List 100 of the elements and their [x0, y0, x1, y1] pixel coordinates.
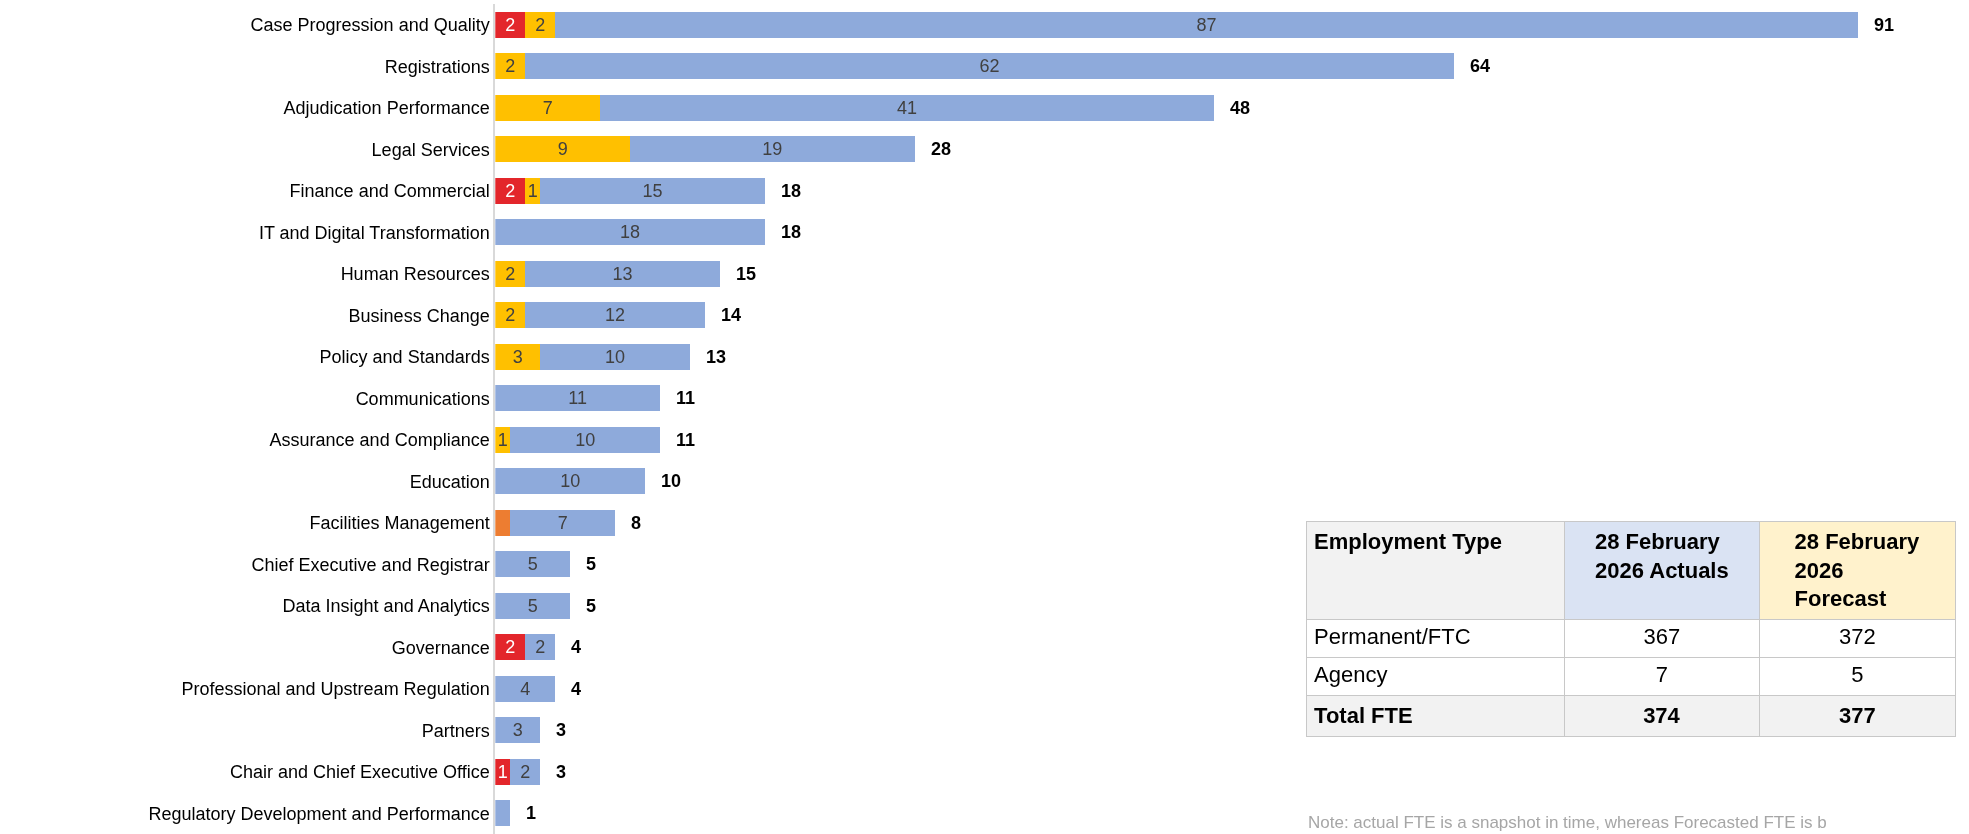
total-label: 3 [556, 720, 567, 740]
bar [495, 468, 646, 495]
total-label: 5 [586, 596, 597, 616]
total-label: 18 [781, 181, 802, 201]
y-tick-label: Regulatory Development and Performance [148, 803, 490, 824]
y-tick-label: Case Progression and Quality [250, 15, 490, 36]
data-label: 10 [605, 346, 626, 367]
data-label: 2 [505, 637, 516, 658]
data-label: 87 [1196, 14, 1217, 35]
bar [495, 800, 511, 827]
bar [510, 758, 541, 785]
data-label: 2 [535, 637, 546, 658]
data-label: 2 [505, 180, 516, 201]
annotation: 28 February 2026 Actuals [1595, 529, 1729, 583]
total-label: 8 [631, 513, 642, 533]
annotation: 374 [1643, 703, 1681, 729]
data-label: 1 [497, 429, 508, 450]
data-label: 9 [557, 139, 568, 160]
y-tick-label: Chair and Chief Executive Office [229, 762, 490, 783]
annotation: Agency [1314, 661, 1388, 687]
data-label: 1 [527, 180, 538, 201]
bar [495, 385, 661, 412]
data-label: 12 [605, 305, 626, 326]
bar [525, 53, 1454, 80]
y-tick-label: Registrations [384, 56, 490, 77]
total-label: 4 [571, 637, 582, 657]
data-label: 13 [612, 263, 633, 284]
total-label: 5 [586, 554, 597, 574]
y-tick-label: Legal Services [371, 139, 490, 160]
annotation: 5 [1851, 661, 1864, 687]
bar [495, 592, 571, 619]
data-label: 7 [557, 512, 568, 533]
y-tick-label: Assurance and Compliance [269, 430, 490, 451]
data-label: 2 [520, 761, 531, 782]
y-tick-label: Partners [421, 720, 490, 741]
data-label: 18 [620, 222, 641, 243]
data-label: 2 [505, 305, 516, 326]
y-tick-label: IT and Digital Transformation [258, 222, 490, 243]
y-tick-label: Data Insight and Analytics [282, 596, 490, 617]
total-label: 4 [571, 679, 582, 699]
annotation: 377 [1838, 703, 1876, 729]
annotation: Note: actual FTE is a snapshot in time, whereas Forecasted FTE is b [1308, 813, 1827, 832]
data-label: 7 [542, 97, 553, 118]
bar [495, 94, 601, 121]
annotation: 28 February 2026 Forecast [1794, 529, 1921, 612]
data-label: 4 [520, 678, 531, 699]
bar [525, 260, 720, 287]
bar [540, 177, 765, 204]
bar [495, 136, 631, 163]
bar [600, 94, 1215, 121]
bar [495, 219, 765, 246]
annotation: 367 [1643, 623, 1681, 649]
total-label: 1 [526, 803, 537, 823]
total-label: 10 [661, 471, 682, 491]
data-label: 10 [560, 471, 581, 492]
y-tick-label: Governance [391, 637, 490, 658]
data-label: 62 [979, 56, 1000, 77]
bar [510, 426, 661, 453]
y-tick-label: Education [409, 471, 490, 492]
total-label: 48 [1230, 98, 1251, 118]
bar [495, 509, 511, 536]
data-label: 11 [568, 388, 588, 409]
bar [495, 675, 556, 702]
annotation: Employment Type [1314, 529, 1502, 555]
data-label: 3 [512, 346, 523, 367]
total-label: 91 [1874, 15, 1895, 35]
total-label: 15 [736, 264, 757, 284]
y-tick-label: Adjudication Performance [283, 98, 490, 119]
total-label: 64 [1470, 56, 1491, 76]
data-label: 5 [527, 554, 538, 575]
y-tick-label: Policy and Standards [319, 347, 490, 368]
y-tick-label: Business Change [348, 305, 490, 326]
bar [525, 11, 556, 38]
bar [525, 634, 556, 661]
y-tick-label: Professional and Upstream Regulation [181, 679, 490, 700]
bar [525, 302, 705, 329]
total-label: 13 [706, 347, 727, 367]
y-tick-label: Chief Executive and Registrar [251, 554, 490, 575]
y-tick-label: Human Resources [340, 264, 490, 285]
total-label: 3 [556, 762, 567, 782]
data-label: 2 [535, 14, 546, 35]
data-label: 10 [575, 429, 596, 450]
bar [495, 717, 541, 744]
data-label: 2 [505, 56, 516, 77]
bar [540, 343, 690, 370]
data-label: 41 [897, 97, 918, 118]
data-label: 2 [505, 263, 516, 284]
annotation: Total FTE [1314, 703, 1413, 729]
bar [630, 136, 915, 163]
bar [510, 509, 616, 536]
bar [495, 343, 541, 370]
y-tick-label: Finance and Commercial [289, 181, 490, 202]
annotation: Permanent/FTC [1314, 623, 1471, 649]
y-tick-label: Communications [355, 388, 490, 409]
total-label: 11 [676, 430, 696, 450]
data-label: 2 [505, 14, 516, 35]
total-label: 14 [721, 305, 742, 325]
data-label: 1 [497, 761, 508, 782]
total-label: 11 [676, 388, 696, 408]
data-label: 5 [527, 595, 538, 616]
